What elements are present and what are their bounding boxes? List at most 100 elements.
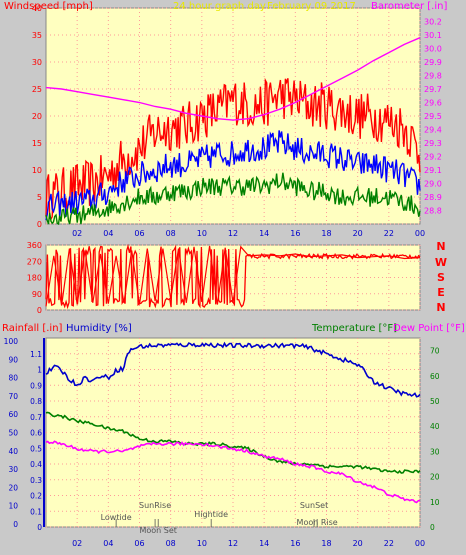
compass-label: W (435, 256, 447, 269)
wind-axis-label: Windspeed [mph] (4, 1, 93, 12)
time-tick-label: 22 (384, 229, 394, 238)
temperature-humidity-panel: Lowtide SunRise Moon Set Hightide SunSet Moon… (2, 323, 465, 548)
rainfall-tick-label: 1 (37, 366, 42, 375)
wind-tick-label: 30 (32, 58, 42, 67)
time-tick-label: 10 (197, 539, 207, 548)
wind-tick-label: 0 (37, 220, 42, 229)
rainfall-tick-label: 0.9 (30, 381, 42, 390)
humidity-axis-label: Humidity [%] (66, 323, 132, 334)
compass-label: N (436, 240, 445, 253)
temperature-plot-area (45, 337, 421, 528)
barometer-tick-label: 29.1 (424, 166, 442, 175)
humidity-tick-label: 70 (8, 392, 18, 401)
rainfall-tick-label: 0.7 (30, 413, 42, 422)
humidity-tick-label: 30 (8, 465, 18, 474)
temperature-tick-label: 10 (430, 498, 440, 507)
rainfall-tick-label: 0.6 (30, 429, 42, 438)
direction-tick-label: 90 (32, 290, 42, 299)
barometer-tick-label: 30.2 (424, 18, 442, 27)
time-tick-label: 12 (228, 229, 238, 238)
humidity-tick-label: 20 (8, 483, 18, 492)
humidity-tick-label: 60 (8, 410, 18, 419)
barometer-tick-label: 29.9 (424, 58, 442, 67)
temperature-tick-label: 50 (430, 397, 440, 406)
time-tick-label: 00 (415, 539, 425, 548)
dewpoint-axis-label: Dew Point [°F] (393, 323, 465, 334)
temperature-tick-label: 70 (430, 347, 440, 356)
temperature-tick-label: 40 (430, 422, 440, 431)
time-tick-label: 08 (166, 539, 176, 548)
barometer-tick-label: 29.2 (424, 153, 442, 162)
barometer-tick-label: 29.6 (424, 99, 442, 108)
time-tick-label: 00 (415, 229, 425, 238)
wind-series (45, 37, 421, 226)
wind-series-line-1 (45, 130, 421, 221)
wind-tick-label: 35 (32, 31, 42, 40)
barometer-tick-label: 28.9 (424, 193, 442, 202)
barometer-tick-label: 29.4 (424, 126, 442, 135)
chart-date: February 09 2017 (267, 1, 356, 12)
direction-tick-label: 180 (27, 274, 42, 283)
event-label: Moon Set (139, 526, 176, 535)
time-tick-label: 22 (384, 539, 394, 548)
time-tick-label: 14 (259, 539, 269, 548)
event-label: Lowtide (101, 513, 132, 522)
barometer-tick-label: 29.8 (424, 72, 442, 81)
direction-tick-label: 0 (37, 306, 42, 315)
temperature-tick-label: 0 (430, 523, 435, 532)
compass-label: S (437, 271, 445, 284)
series-line-1 (45, 411, 421, 474)
compass-label: E (437, 286, 445, 299)
astronomy-events: Lowtide SunRise Moon Set Hightide SunSet Moon… (101, 501, 338, 535)
time-tick-label: 06 (134, 229, 144, 238)
wind-series-line-0 (45, 77, 421, 220)
time-tick-label: 18 (321, 229, 331, 238)
humidity-tick-label: 40 (8, 447, 18, 456)
direction-series (45, 243, 421, 310)
rainfall-tick-label: 0.8 (30, 397, 42, 406)
barometer-tick-label: 29.0 (424, 180, 442, 189)
humidity-tick-label: 10 (8, 502, 18, 511)
barometer-tick-label: 28.8 (424, 207, 442, 216)
barometer-tick-label: 29.3 (424, 139, 442, 148)
time-tick-label: 08 (166, 229, 176, 238)
event-label: Moon Rise (297, 518, 338, 527)
temperature-series (45, 341, 421, 504)
wind-tick-label: 5 (37, 193, 42, 202)
barometer-line (45, 37, 421, 121)
time-tick-label: 18 (321, 539, 331, 548)
time-tick-label: 14 (259, 229, 269, 238)
event-label: Hightide (194, 510, 228, 519)
time-tick-label: 12 (228, 539, 238, 548)
direction-tick-label: 270 (27, 257, 42, 266)
wind-ticks: 0 5 10 15 20 25 30 35 40 28.8 28.9 29.0 29.1 29.2 29.3… (32, 4, 442, 238)
rainfall-tick-label: 0.3 (30, 476, 42, 485)
wind-tick-label: 20 (32, 112, 42, 121)
humidity-tick-label: 0 (13, 520, 18, 529)
temperature-tick-label: 30 (430, 447, 440, 456)
compass-label: N (436, 301, 445, 314)
rainfall-axis-label: Rainfall [.in] (2, 323, 63, 334)
barometer-tick-label: 30.0 (424, 45, 442, 54)
temperature-axis-label: Temperature [°F] (311, 323, 397, 334)
wind-tick-label: 25 (32, 85, 42, 94)
barometer-axis-label: Barometer [.in] (371, 1, 447, 12)
rainfall-tick-label: 0.1 (30, 507, 42, 516)
event-label: SunSet (300, 501, 328, 510)
barometer-tick-label: 29.5 (424, 112, 442, 121)
humidity-tick-label: 80 (8, 374, 18, 383)
temperature-tick-label: 20 (430, 473, 440, 482)
barometer-tick-label: 29.7 (424, 85, 442, 94)
wind-barometer-panel: 0 5 10 15 20 25 30 35 40 28.8 28.9 29.0 29.1 29.2 29.3… (4, 1, 447, 238)
rainfall-tick-label: 1.1 (30, 350, 42, 359)
time-tick-label: 16 (290, 229, 300, 238)
time-tick-label: 10 (197, 229, 207, 238)
wind-tick-label: 15 (32, 139, 42, 148)
wind-tick-label: 10 (32, 166, 42, 175)
rainfall-tick-label: 0 (37, 523, 42, 532)
chart-title: 24 hour graph day (173, 1, 266, 12)
temperature-ticks: 0 0.1 0.2 0.3 0.4 0.5 0.6 0.7 0.8 0.9 1 1.1 0 10 20 30 4… (4, 337, 440, 548)
time-tick-label: 04 (103, 229, 113, 238)
